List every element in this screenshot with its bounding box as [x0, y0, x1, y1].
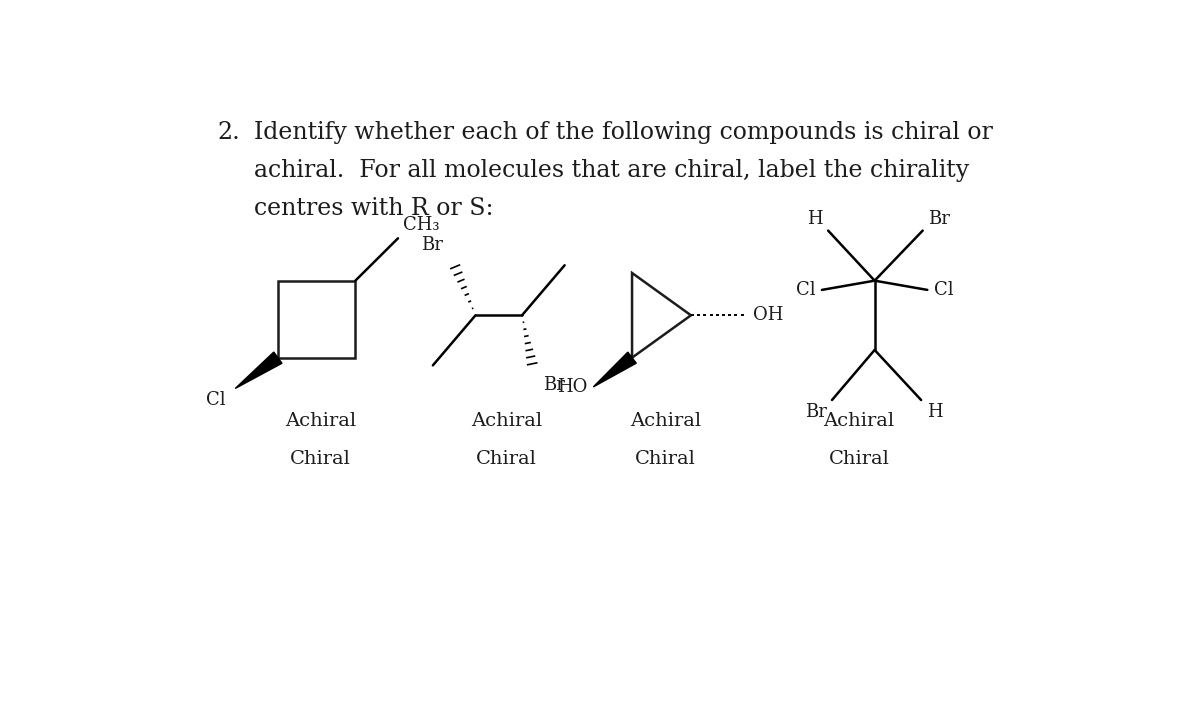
Text: Cl: Cl	[934, 281, 953, 299]
Text: Chiral: Chiral	[635, 450, 696, 468]
Text: CH₃: CH₃	[403, 216, 439, 235]
Text: Identify whether each of the following compounds is chiral or: Identify whether each of the following c…	[254, 121, 994, 143]
Text: HO: HO	[557, 378, 587, 396]
Text: Achiral: Achiral	[630, 412, 701, 430]
Text: 2.: 2.	[217, 121, 240, 143]
Text: achiral.  For all molecules that are chiral, label the chirality: achiral. For all molecules that are chir…	[254, 159, 970, 182]
Text: Chiral: Chiral	[476, 450, 536, 468]
Text: Br: Br	[805, 403, 827, 421]
Text: H: H	[926, 403, 942, 421]
Text: Chiral: Chiral	[829, 450, 889, 468]
Text: Br: Br	[542, 376, 565, 394]
Text: Achiral: Achiral	[823, 412, 895, 430]
Text: OH: OH	[752, 306, 784, 324]
Polygon shape	[593, 352, 636, 387]
Text: Cl: Cl	[206, 391, 226, 409]
Text: Cl: Cl	[796, 281, 816, 299]
Text: centres with R or S:: centres with R or S:	[254, 197, 493, 220]
Text: H: H	[808, 210, 823, 228]
Text: Chiral: Chiral	[290, 450, 350, 468]
Polygon shape	[235, 352, 282, 389]
Text: Br: Br	[928, 210, 950, 228]
Text: Achiral: Achiral	[470, 412, 542, 430]
Text: Achiral: Achiral	[284, 412, 356, 430]
Text: Br: Br	[421, 237, 443, 255]
